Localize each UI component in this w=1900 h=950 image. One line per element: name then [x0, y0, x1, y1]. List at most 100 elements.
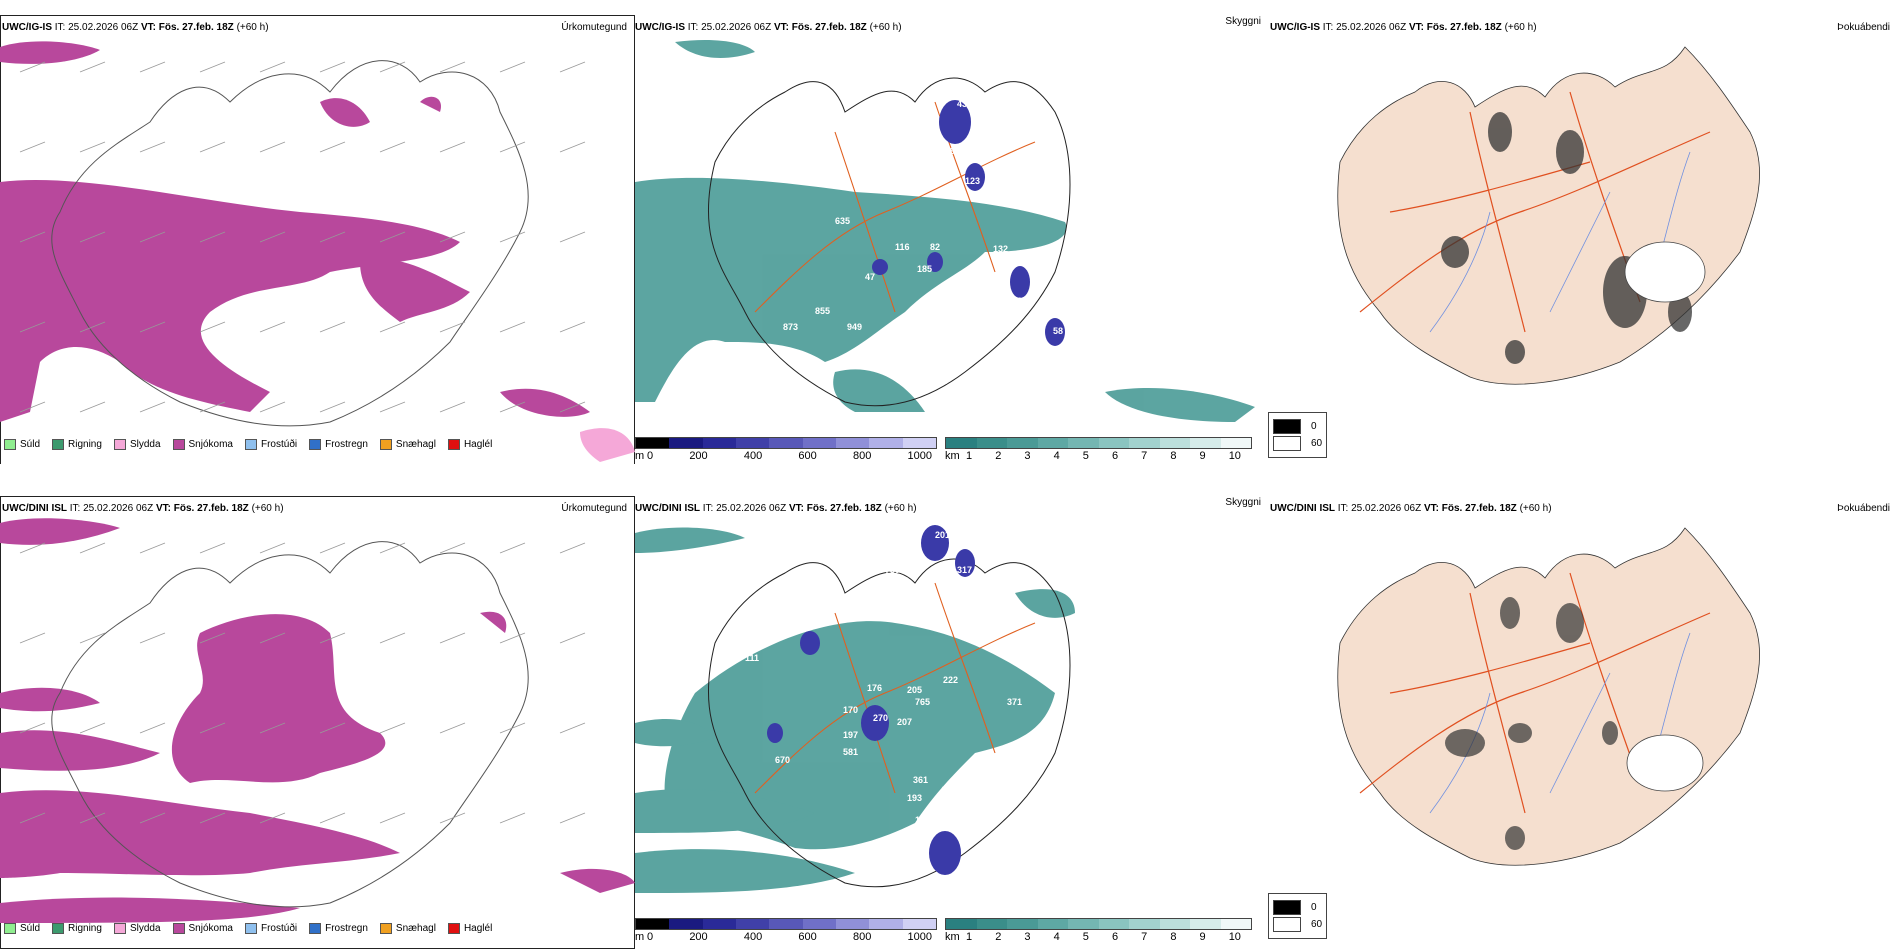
precip-legend-bottom: Súld Rigning Slydda Snjókoma Frostúði Fr…: [4, 923, 498, 934]
cloud-base-label: 396: [973, 545, 988, 555]
cloud-base-label: 495: [940, 785, 955, 795]
header-vt-label: VT:: [140, 22, 156, 33]
legend-label: Rigning: [68, 923, 102, 934]
cloud-base-label: 155: [933, 376, 948, 386]
legend-item: Rigning: [52, 923, 102, 934]
cloud-base-label: 270: [873, 713, 888, 723]
cloud-base-label: 61: [1017, 296, 1027, 306]
legend-item: Haglél: [447, 439, 492, 450]
snow-areas: [0, 41, 590, 422]
header-vt-label: VT:: [1408, 22, 1424, 33]
header-lead: (+60 h): [884, 503, 917, 514]
header-vt: Fös. 27.feb. 18Z: [806, 503, 882, 514]
tick: 10: [1228, 931, 1241, 943]
panel-title: Þokuábendi: [1837, 503, 1890, 514]
cloud-base-ticks: 0 200 400 600 800 1000: [647, 931, 932, 943]
legend-label: Frostúði: [260, 923, 298, 934]
panel-title: Þokuábendi: [1837, 22, 1890, 33]
glacier: [1626, 734, 1704, 792]
fog-label: 0: [1311, 421, 1317, 432]
legend-swatch: [379, 439, 392, 450]
cloud-base-label: 85: [927, 805, 937, 815]
legend-swatch: [113, 439, 126, 450]
tick: 7: [1141, 931, 1148, 943]
tick: 3: [1024, 931, 1031, 943]
visibility-unit: km: [945, 931, 960, 943]
legend-item: Frostúði: [244, 439, 297, 450]
panel-header: UWC/IG-IS IT: 25.02.2026 06Z VT: Fös. 27…: [2, 22, 269, 33]
fog-legend-row: 60: [1273, 436, 1322, 451]
tick: 1: [966, 450, 973, 462]
cloud-base-label: 201: [935, 530, 950, 540]
fog-label: 60: [1311, 919, 1323, 930]
wind-barbs: [19, 542, 586, 824]
land: [1337, 527, 1761, 866]
land: [1337, 46, 1761, 385]
header-it: IT: 25.02.2026 06Z: [687, 22, 772, 33]
fog-swatch: [1273, 419, 1301, 434]
legend-item: Frostregn: [309, 923, 368, 934]
tick: 0: [647, 450, 654, 462]
header-it: IT: 25.02.2026 06Z: [1322, 22, 1407, 33]
legend-swatch: [52, 439, 65, 450]
low-visibility-areas: [635, 527, 1075, 893]
coastline: [707, 77, 1071, 407]
legend-label: Snjókoma: [188, 439, 233, 450]
tick: 1: [966, 931, 973, 943]
snow-areas: [0, 518, 635, 923]
precip-type-panel-bottom: UWC/DINI ISL IT: 25.02.2026 06Z VT: Fös.…: [0, 493, 635, 950]
fog-swatch: [1273, 917, 1301, 932]
tick: 5: [1082, 450, 1089, 462]
header-model: UWC/DINI ISL: [635, 503, 700, 514]
roads: [754, 582, 1036, 794]
cloud-base-label: 142: [985, 104, 1000, 114]
cloud-base-label: 361: [913, 775, 928, 785]
legend-swatch: [379, 923, 392, 934]
legend-label: Rigning: [68, 439, 102, 450]
cloud-base-label: 435: [957, 99, 972, 109]
header-vt: Fös. 27.feb. 18Z: [173, 503, 249, 514]
cloud-base-label: 205: [907, 685, 922, 695]
tick: 4: [1053, 931, 1060, 943]
legend-label: Frostregn: [325, 923, 368, 934]
header-vt-label: VT:: [788, 503, 804, 514]
precip-legend-top: Súld Rigning Slydda Snjókoma Frostúði Fr…: [4, 439, 498, 450]
glacier: [1624, 241, 1706, 303]
legend-label: Slydda: [129, 923, 161, 934]
tick: 200: [689, 931, 708, 943]
visibility-map-top: 435 142 95 123 635 116 82 132 76 185 47 235 61 855 949…: [635, 40, 1255, 422]
header-it: IT: 25.02.2026 06Z: [702, 503, 787, 514]
legend-label: Snæhagl: [395, 923, 436, 934]
tick: 8: [1170, 931, 1177, 943]
legend-item: Snæhagl: [379, 439, 436, 450]
header-model: UWC/IG-IS: [1270, 22, 1320, 33]
cloud-base-label: 144: [913, 354, 928, 364]
low-visibility-areas: [635, 40, 1255, 422]
cloud-base-label: 176: [867, 683, 882, 693]
tick: 0: [647, 931, 654, 943]
cloud-base-label: 739: [885, 565, 900, 575]
cloud-base-label: 207: [897, 717, 912, 727]
tick: 200: [689, 450, 708, 462]
cloud-base-label: 765: [915, 697, 930, 707]
legend-item: Slydda: [113, 923, 161, 934]
visibility-ticks: 1 2 3 4 5 6 7 8 9 10: [966, 931, 1241, 943]
panel-header: UWC/DINI ISL IT: 25.02.2026 06Z VT: Fös.…: [635, 503, 917, 514]
header-model: UWC/IG-IS: [635, 22, 685, 33]
cloud-base-label: 47: [865, 272, 875, 282]
header-vt-label: VT:: [155, 503, 171, 514]
legend-swatch: [244, 439, 257, 450]
legend-item: Rigning: [52, 439, 102, 450]
legend-label: Snjókoma: [188, 923, 233, 934]
fog-map-bottom: [1337, 527, 1761, 866]
tick: 1000: [907, 931, 932, 943]
cloud-base-ticks: 0 200 400 600 800 1000: [647, 450, 932, 462]
tick: 3: [1024, 450, 1031, 462]
legend-swatch: [4, 923, 16, 934]
legend-label: Súld: [20, 439, 41, 450]
cloud-base-label: 873: [783, 322, 798, 332]
cloud-base-label: 635: [835, 216, 850, 226]
fog-label: 60: [1311, 438, 1323, 449]
cloud-cells: [872, 100, 1065, 346]
